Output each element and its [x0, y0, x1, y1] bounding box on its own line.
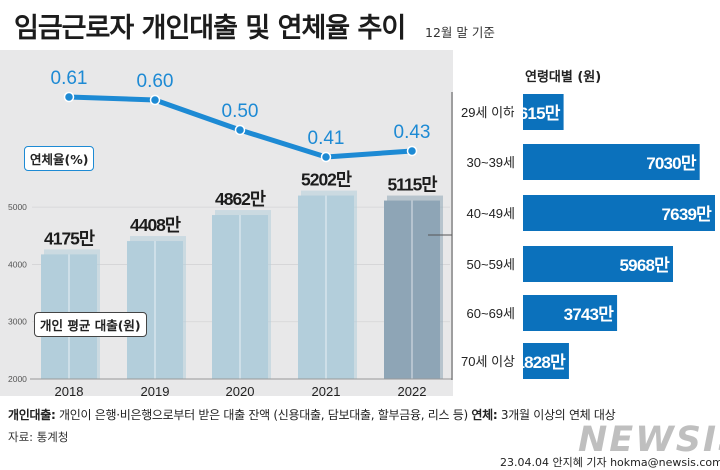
title-note: 12월 말 기준	[425, 25, 495, 40]
footnote: 개인대출: 개인이 은행·비은행으로부터 받은 대출 잔액 (신용대출, 담보대…	[8, 406, 616, 423]
age-bar-0	[523, 94, 564, 130]
y-tick-label: 3000	[8, 317, 27, 327]
bar-value-label: 4862만	[215, 189, 266, 209]
rate-point	[63, 91, 75, 103]
newsis-logo: NEWSIS	[578, 420, 720, 460]
rate-point	[406, 145, 418, 157]
credit-line: 23.04.04 안지혜 기자 hokma@newsis.com	[500, 456, 720, 469]
age-bar-5	[523, 343, 569, 379]
rate-point	[234, 124, 246, 136]
age-value-label: 7639만	[662, 205, 713, 224]
age-category-label: 29세 이하	[461, 105, 515, 120]
x-tick-label: 2020	[226, 384, 255, 399]
age-bar-2	[523, 195, 715, 231]
footnote-desc-overdue: 3개월 이상의 연체 대상	[497, 408, 616, 422]
footnote-desc-loan: 개인이 은행·비은행으로부터 받은 대출 잔액 (신용대출, 담보대출, 할부금…	[55, 408, 472, 422]
y-tick-label: 2000	[8, 374, 27, 384]
bar-value-label: 4408만	[130, 215, 181, 235]
age-value-label: 5968만	[620, 256, 671, 275]
footnote-term-overdue: 연체:	[471, 408, 498, 422]
footnote-term-loan: 개인대출:	[8, 408, 56, 422]
age-value-label: 7030만	[646, 154, 697, 173]
loan-series-label: 개인 평균 대출(원)	[34, 312, 147, 337]
rate-value-label: 0.60	[137, 71, 174, 92]
page-title: 임금근로자 개인대출 및 연체율 추이	[14, 13, 406, 44]
x-tick-label: 2019	[141, 384, 170, 399]
age-bar-4	[523, 295, 618, 331]
bar-value-label: 5202만	[301, 170, 352, 190]
x-tick-label: 2022	[398, 384, 427, 399]
rate-point	[149, 94, 161, 106]
y-tick-label: 5000	[8, 202, 27, 212]
source-note: 자료: 통계청	[8, 430, 69, 444]
bar-value-label: 4175만	[44, 228, 95, 248]
age-value-label: 1828만	[515, 353, 566, 372]
age-value-label: 3743만	[564, 305, 615, 324]
x-tick-label: 2021	[312, 384, 341, 399]
rate-value-label: 0.61	[51, 68, 88, 89]
rate-value-label: 0.50	[222, 101, 259, 122]
age-value-label: 1615만	[510, 104, 561, 123]
rate-value-label: 0.41	[308, 128, 345, 149]
age-bar-1	[523, 144, 700, 180]
y-tick-label: 4000	[8, 259, 27, 269]
rate-value-label: 0.43	[394, 122, 431, 143]
age-category-label: 30~39세	[467, 155, 515, 170]
age-category-label: 60~69세	[467, 306, 515, 321]
age-bar-3	[523, 246, 674, 282]
rate-series-label: 연체율(%)	[24, 146, 95, 171]
bar-value-label: 5115만	[387, 175, 437, 195]
rate-point	[320, 151, 332, 163]
age-category-label: 50~59세	[467, 257, 515, 272]
age-category-label: 40~49세	[467, 206, 515, 221]
age-chart-title: 연령대별 (원)	[525, 70, 602, 85]
x-tick-label: 2018	[55, 384, 84, 399]
age-category-label: 70세 이상	[461, 354, 515, 369]
